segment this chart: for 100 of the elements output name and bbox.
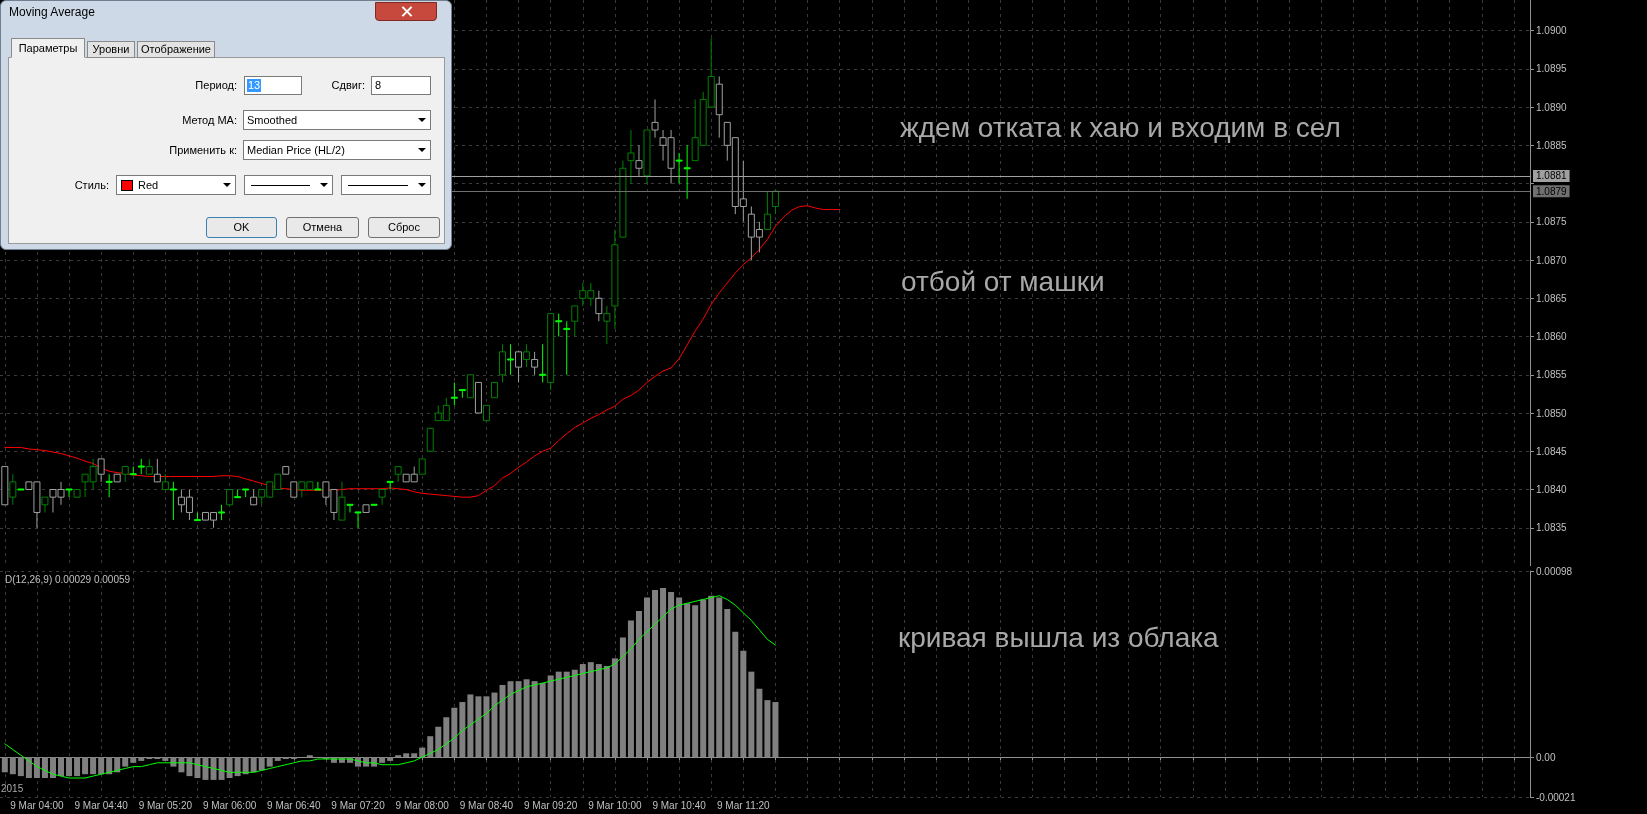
y-tick-label: 1.0875 [1536, 216, 1568, 228]
bar [90, 757, 97, 775]
candlestick [683, 144, 691, 200]
candlestick [555, 313, 563, 338]
bar [186, 757, 193, 777]
y-tick-label: 1.0845 [1536, 445, 1568, 457]
bar [644, 597, 650, 758]
y-tick-label: -0.00021 [1536, 791, 1576, 803]
bar [579, 664, 586, 758]
bar [258, 757, 265, 771]
bar [724, 608, 731, 758]
candlestick [65, 488, 73, 498]
x-tick-label: 9 Mar 09:20 [523, 799, 578, 811]
bar [98, 757, 105, 775]
candlestick [571, 305, 579, 338]
annotation: Применить к: [168, 143, 237, 158]
bar [692, 605, 699, 758]
ref-line-label: 1.0879 [1536, 185, 1568, 197]
annotation: ждем отката к хаю и входим в сел [900, 111, 1341, 144]
bar [451, 707, 458, 758]
bar [507, 681, 514, 758]
x-tick-label: 9 Mar 06:40 [267, 799, 321, 811]
bar [170, 757, 177, 767]
bar [748, 671, 755, 758]
bar [202, 757, 209, 780]
bar [25, 757, 32, 779]
bar [467, 694, 474, 758]
bar [523, 679, 530, 758]
y-tick-label: 1.0890 [1536, 101, 1568, 113]
bar [1, 757, 8, 773]
bar [571, 669, 578, 758]
bar [716, 597, 723, 758]
bar [17, 757, 24, 777]
line-series [4, 595, 776, 779]
bar [499, 684, 506, 758]
annotation: 8 [374, 79, 383, 92]
bar [82, 757, 89, 775]
y-tick-label: 0.00098 [1536, 565, 1573, 577]
bar [66, 757, 73, 777]
text-field: 8 [371, 76, 431, 95]
bar [226, 757, 233, 779]
candlestick [314, 481, 322, 491]
candlestick [354, 511, 362, 529]
annotation: кривая вышла из облака [898, 621, 1219, 654]
bar [611, 658, 618, 758]
bar [427, 736, 434, 758]
candlestick [539, 343, 547, 383]
x-tick-label: 9 Mar 04:40 [74, 799, 129, 811]
bar [194, 757, 201, 779]
bar [435, 726, 442, 758]
bar [740, 650, 747, 758]
x-tick-label: 9 Mar 10:40 [652, 799, 707, 811]
x-tick-label: 9 Mar 05:20 [138, 799, 193, 811]
bar [756, 688, 763, 758]
bar [274, 757, 281, 761]
candlestick [169, 481, 177, 521]
bar [403, 753, 410, 758]
bar [379, 757, 386, 763]
bar [627, 620, 634, 758]
dropdown: Median Price (HL/2) [243, 140, 431, 160]
dropdown: Red [116, 175, 236, 195]
annotation: Период: [194, 78, 237, 93]
bar [250, 757, 257, 773]
bar [732, 631, 739, 758]
bar [49, 757, 56, 779]
x-tick-label: 9 Mar 11:20 [717, 799, 771, 811]
bar [138, 757, 145, 761]
x-tick-label: 9 Mar 06:00 [202, 799, 257, 811]
bar [563, 671, 570, 758]
annotation: Moving Average [9, 5, 95, 19]
bar [74, 757, 81, 777]
y-tick-label: 1.0850 [1536, 407, 1568, 419]
bar [764, 700, 771, 758]
bar [33, 757, 40, 779]
text-field: 13 [244, 76, 302, 95]
bar [635, 610, 642, 758]
bar [242, 757, 249, 775]
y-tick-label: 1.0840 [1536, 484, 1568, 496]
bar [210, 757, 217, 780]
annotation: Smoothed [247, 113, 298, 128]
y-tick-label: 1.0865 [1536, 292, 1568, 304]
candlestick [105, 473, 113, 498]
candlestick [378, 489, 386, 506]
bar [555, 671, 562, 758]
candlestick [426, 427, 434, 452]
bar [515, 681, 522, 758]
bar [459, 702, 466, 758]
bar [443, 717, 450, 758]
bar [122, 757, 129, 767]
bar [619, 637, 626, 758]
annotation: Метод МА: [181, 113, 237, 128]
x-tick-label: 9 Mar 07:20 [331, 799, 386, 811]
bar [708, 595, 715, 758]
annotation: Стиль: [73, 178, 109, 193]
y-tick-label: 1.0855 [1536, 369, 1568, 381]
y-tick-label: 1.0860 [1536, 331, 1568, 343]
bar [700, 599, 707, 758]
button: Сброс [368, 217, 440, 238]
bar [547, 675, 554, 758]
annotation: Сдвиг: [331, 79, 365, 91]
